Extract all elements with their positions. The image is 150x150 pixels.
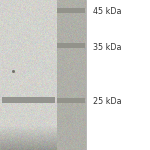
Bar — [86, 0, 150, 150]
Text: 25 kDa: 25 kDa — [93, 98, 122, 106]
Bar — [57, 8, 85, 13]
Bar — [57, 98, 85, 103]
Bar — [2, 97, 55, 103]
Text: 45 kDa: 45 kDa — [93, 8, 122, 16]
Text: 35 kDa: 35 kDa — [93, 42, 122, 51]
Bar — [57, 43, 85, 48]
